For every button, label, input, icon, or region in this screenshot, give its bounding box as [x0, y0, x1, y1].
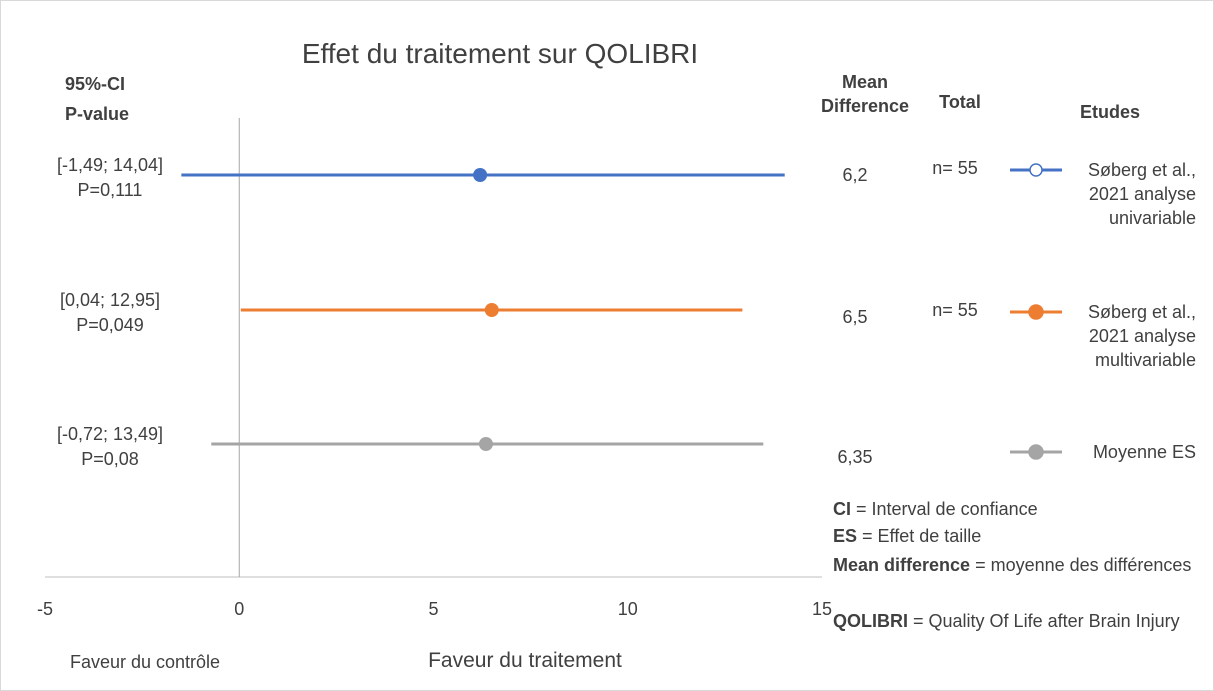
point: [478, 437, 493, 451]
note-term: ES: [833, 526, 858, 546]
note-term: CI: [833, 499, 851, 519]
legend-marker: [1029, 163, 1043, 177]
note-text: = Effet de taille: [862, 526, 982, 546]
legend-label: Søberg et al., 2021 analyse multivariabl…: [1087, 302, 1196, 370]
note: ES = Effet de taille: [833, 524, 1203, 548]
mean-label: 6,5: [842, 307, 868, 327]
note-term: Mean difference: [833, 555, 971, 575]
note-text: = moyenne des différences: [975, 555, 1192, 575]
header-mean: Mean Difference: [820, 72, 910, 116]
x-tick-label: 5: [428, 599, 439, 619]
x-label-left: Faveur du contrôle: [69, 652, 221, 672]
ci-label: [-1,49; 14,04]: [56, 155, 164, 175]
ci-label: [-0,72; 13,49]: [56, 424, 164, 444]
note-term: QOLIBRI: [833, 611, 908, 631]
x-tick-label: -5: [36, 599, 53, 619]
p-label: P=0,111: [77, 180, 143, 200]
point: [473, 168, 488, 182]
note-text: = Interval de confiance: [856, 499, 1038, 519]
x-tick-label: 0: [234, 599, 245, 619]
chart-title: Effet du traitement sur QOLIBRI: [301, 38, 699, 69]
legend-label: Søberg et al., 2021 analyse univariable: [1087, 160, 1196, 228]
mean-label: 6,35: [837, 447, 873, 467]
total-label: n= 55: [932, 300, 978, 320]
note: QOLIBRI = Quality Of Life after Brain In…: [833, 609, 1203, 633]
legend-marker: [1028, 444, 1044, 460]
header-total: Total: [939, 92, 981, 112]
header-studies: Etudes: [1079, 102, 1140, 122]
x-tick-label: 15: [811, 599, 833, 619]
x-label-right: Faveur du traitement: [428, 649, 622, 672]
header-ci: 95%-CI: [64, 74, 126, 94]
mean-label: 6,2: [842, 165, 868, 185]
point: [484, 303, 499, 317]
note-text: = Quality Of Life after Brain Injury: [913, 611, 1180, 631]
header-p: P-value: [64, 104, 130, 124]
x-tick-label: 10: [617, 599, 638, 619]
note: CI = Interval de confiance: [833, 497, 1203, 521]
p-label: P=0,049: [76, 315, 144, 335]
total-label: n= 55: [932, 158, 978, 178]
legend-label: Moyenne ES: [1092, 442, 1196, 462]
ci-label: [0,04; 12,95]: [59, 290, 161, 310]
legend-marker: [1028, 304, 1044, 320]
p-label: P=0,08: [81, 449, 139, 469]
note: Mean difference = moyenne des différence…: [833, 553, 1203, 577]
